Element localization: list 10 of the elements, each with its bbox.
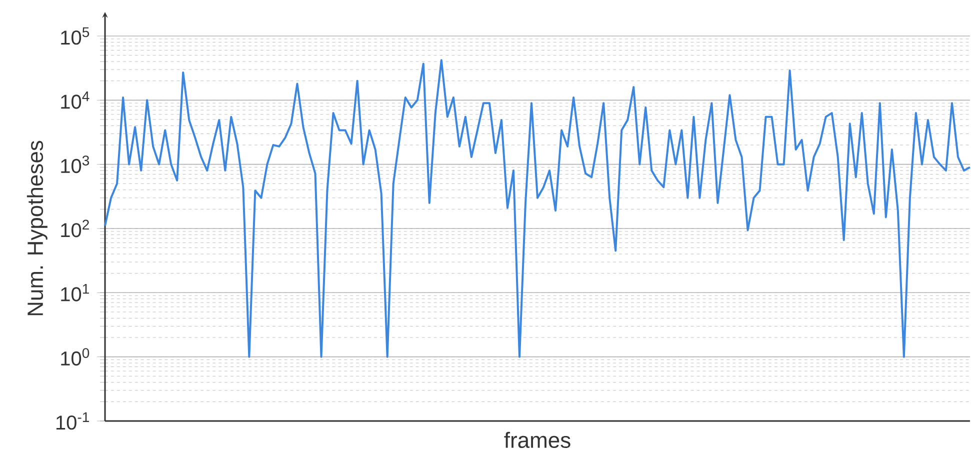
y-tick-label: 10$^{-1}$: [56, 412, 89, 430]
y-tick-label: 10$^{4}$: [61, 92, 90, 110]
line-series: [104, 59, 971, 358]
y-tick-label: 10$^{3}$: [61, 156, 90, 174]
y-tick-label: 10$^{2}$: [61, 220, 89, 238]
y-tick-label: 10$^{0}$: [61, 348, 90, 366]
y-tick-label: 10$^{5}$: [61, 28, 90, 45]
x-axis-title: frames: [504, 432, 570, 448]
y-axis-title: Num. Hypotheses: [26, 141, 48, 316]
y-tick-label: 10$^{1}$: [61, 284, 89, 302]
